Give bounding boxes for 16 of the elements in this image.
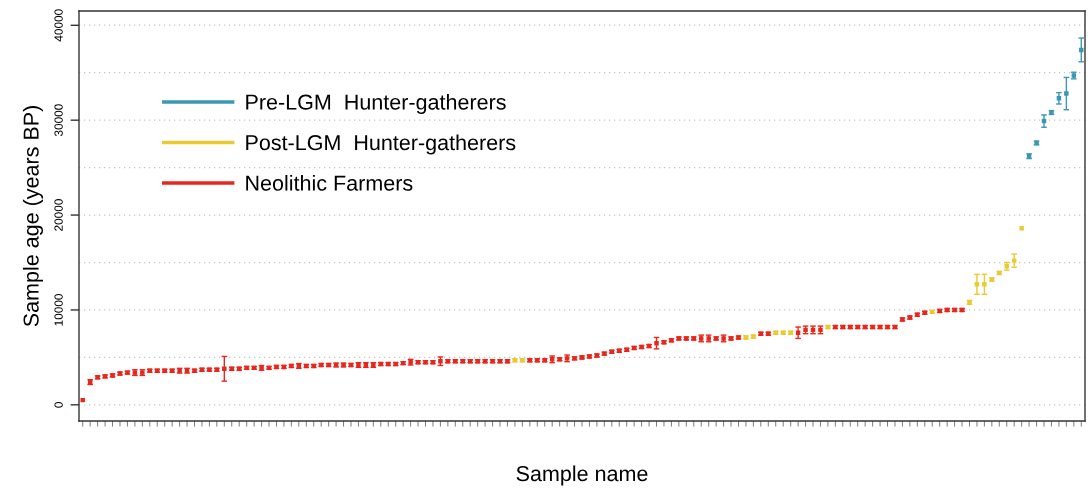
- point: [1019, 226, 1024, 231]
- point: [1011, 258, 1017, 263]
- point: [1056, 96, 1062, 101]
- y-tick-label: 20000: [54, 199, 63, 231]
- point: [982, 282, 987, 287]
- legend-label: Post-LGM Hunter-gatherers: [246, 134, 516, 155]
- point: [1064, 91, 1069, 96]
- y-tick-label: 0: [54, 402, 63, 408]
- y-tick-label: 30000: [54, 104, 63, 137]
- x-axis-title: Sample name: [516, 465, 648, 486]
- legend-label: Neolithic Farmers: [246, 174, 413, 191]
- point: [974, 282, 980, 287]
- y-tick-label: 40000: [54, 9, 63, 42]
- y-axis-title: Sample age (years BP): [22, 106, 43, 327]
- y-tick-label: 10000: [54, 294, 63, 326]
- legend-label: Pre-LGM Hunter-gatherers: [246, 93, 506, 114]
